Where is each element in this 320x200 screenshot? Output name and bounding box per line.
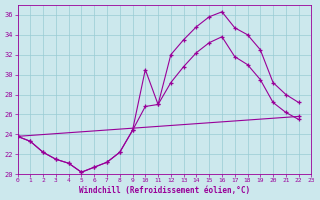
X-axis label: Windchill (Refroidissement éolien,°C): Windchill (Refroidissement éolien,°C) [79,186,250,195]
